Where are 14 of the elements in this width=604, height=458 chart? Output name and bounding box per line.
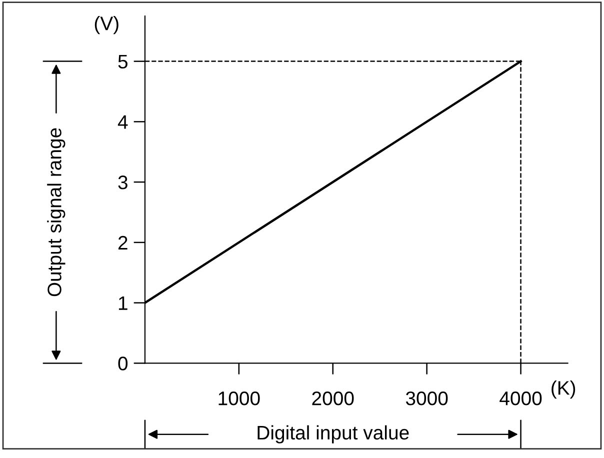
text: (K) <box>552 380 576 399</box>
y-tick-label: 4 <box>118 115 128 129</box>
x-tick-label: 4000 <box>500 391 542 406</box>
x-tick-label: 1000 <box>218 391 260 406</box>
y-tick-label: 1 <box>118 296 128 310</box>
y-tick-label: 3 <box>118 176 128 190</box>
x-tick-label: 2000 <box>312 391 354 406</box>
y-tick-label: 5 <box>118 54 128 69</box>
x-tick-label: 3000 <box>406 391 448 406</box>
y-tick-label: 0 <box>118 356 128 370</box>
text: (V) <box>94 16 118 34</box>
x-axis-title: Digital input value <box>258 425 409 444</box>
y-axis-title: Output signal range <box>47 128 66 296</box>
y-tick-label: 2 <box>118 236 128 250</box>
